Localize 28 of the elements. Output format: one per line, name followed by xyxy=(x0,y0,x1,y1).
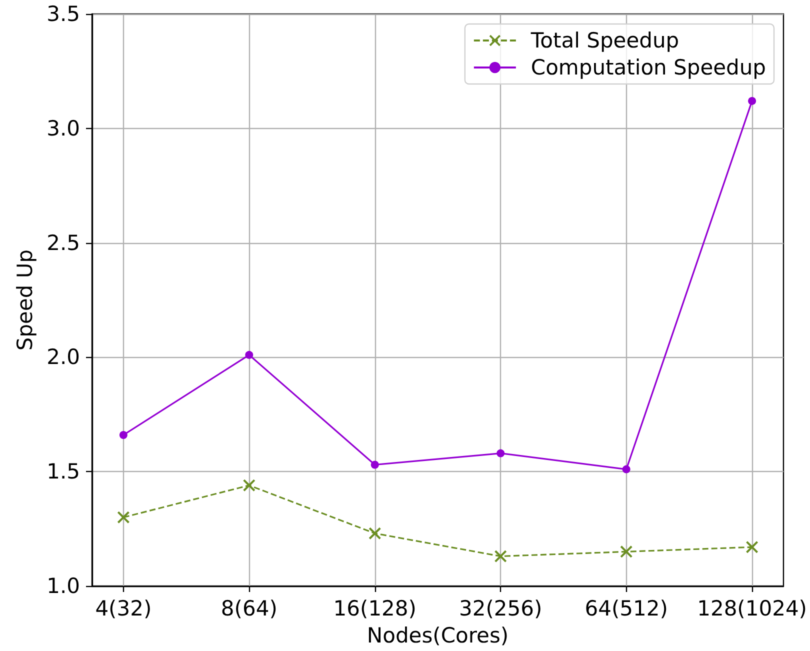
x-tick-label: 16(128) xyxy=(333,596,416,620)
y-tick-label: 2.5 xyxy=(46,230,80,255)
x-tick-label: 8(64) xyxy=(220,596,278,620)
x-tick-label: 4(32) xyxy=(95,596,152,620)
x-tick-label: 64(512) xyxy=(584,596,668,620)
point xyxy=(117,511,130,524)
y-tick-label: 1.0 xyxy=(46,574,80,598)
x-tick-label: 128(1024) xyxy=(697,596,808,620)
point xyxy=(620,546,632,558)
point xyxy=(622,465,630,474)
point xyxy=(496,449,505,458)
x-tick-label: 32(256) xyxy=(458,596,542,620)
point xyxy=(748,96,756,105)
point xyxy=(243,479,256,492)
point xyxy=(368,527,381,540)
y-axis-title: Speed Up xyxy=(13,249,38,351)
point xyxy=(494,550,507,562)
legend-label: Computation Speedup xyxy=(530,56,766,80)
legend-label: Total Speedup xyxy=(530,28,680,52)
point xyxy=(119,430,128,439)
y-tick-label: 3.0 xyxy=(46,116,80,140)
y-tick-label: 2.0 xyxy=(46,345,80,370)
y-tick-label: 3.5 xyxy=(46,2,80,26)
x-axis-title: Nodes(Cores) xyxy=(366,624,509,648)
point xyxy=(245,350,254,359)
y-tick-label: 1.5 xyxy=(46,460,80,484)
point xyxy=(746,541,758,554)
point xyxy=(370,460,379,469)
